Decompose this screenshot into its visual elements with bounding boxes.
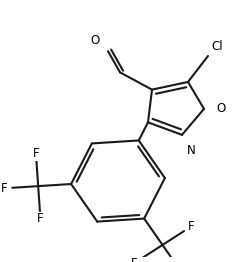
Text: O: O xyxy=(216,102,225,115)
Text: F: F xyxy=(33,147,39,160)
Text: F: F xyxy=(131,257,138,262)
Text: O: O xyxy=(91,34,100,47)
Text: F: F xyxy=(37,212,44,225)
Text: F: F xyxy=(1,182,8,195)
Text: N: N xyxy=(187,144,196,157)
Text: F: F xyxy=(187,220,194,233)
Text: Cl: Cl xyxy=(211,40,223,53)
